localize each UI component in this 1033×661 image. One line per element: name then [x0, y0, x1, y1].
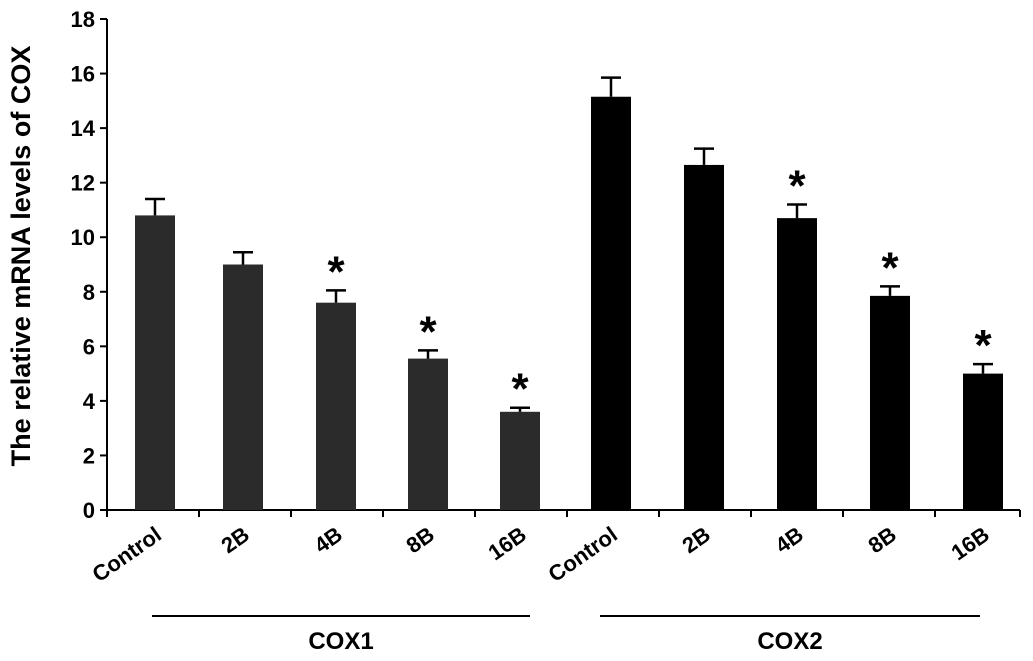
- bar-cox1-16b: [500, 411, 540, 510]
- x-category-label: Control: [87, 522, 165, 587]
- x-category-label: Control: [543, 522, 621, 587]
- x-category-label: 4B: [309, 522, 346, 559]
- significance-marker: *: [327, 247, 345, 296]
- y-axis-label: The relative mRNA levels of COX: [6, 46, 36, 467]
- bar-cox1-2b: [223, 264, 263, 510]
- y-tick-label: 14: [71, 116, 96, 141]
- group-label-cox1: COX1: [308, 628, 373, 655]
- x-category-label: 8B: [863, 522, 900, 559]
- bar-cox1-control: [135, 215, 175, 510]
- y-tick-label: 18: [71, 7, 95, 32]
- significance-marker: *: [974, 321, 992, 370]
- y-tick-label: 0: [83, 498, 95, 523]
- x-category-label: 2B: [677, 522, 714, 559]
- bar-cox2-8b: [870, 295, 910, 510]
- y-tick-label: 12: [71, 171, 95, 196]
- x-category-label: 8B: [401, 522, 438, 559]
- y-tick-label: 4: [83, 389, 96, 414]
- y-tick-label: 16: [71, 62, 95, 87]
- x-category-label: 2B: [216, 522, 253, 559]
- significance-marker: *: [788, 161, 806, 210]
- x-category-label: 16B: [946, 522, 993, 566]
- x-category-label: 4B: [770, 522, 807, 559]
- labels-layer: 0 2 4 6 8 10 12 14 16 18 Control 2B * 4B * 8B * 16B COX1 Co…: [71, 7, 994, 655]
- y-tick-label: 8: [83, 280, 95, 305]
- group-label-cox2: COX2: [757, 628, 822, 655]
- bar-cox1-4b: [316, 302, 356, 510]
- bar-cox2-4b: [777, 218, 817, 510]
- significance-marker: *: [881, 243, 899, 292]
- y-tick-label: 2: [83, 443, 95, 468]
- significance-marker: *: [419, 307, 437, 356]
- y-tick-label: 6: [83, 334, 95, 359]
- bars-layer: [135, 76, 1003, 511]
- y-tick-label: 10: [71, 225, 95, 250]
- significance-marker: *: [511, 365, 529, 414]
- bar-cox2-16b: [963, 373, 1003, 510]
- bar-cox2-2b: [684, 164, 724, 511]
- bar-cox1-8b: [408, 358, 448, 510]
- x-category-label: 16B: [483, 522, 530, 566]
- bar-cox2-control: [591, 96, 631, 510]
